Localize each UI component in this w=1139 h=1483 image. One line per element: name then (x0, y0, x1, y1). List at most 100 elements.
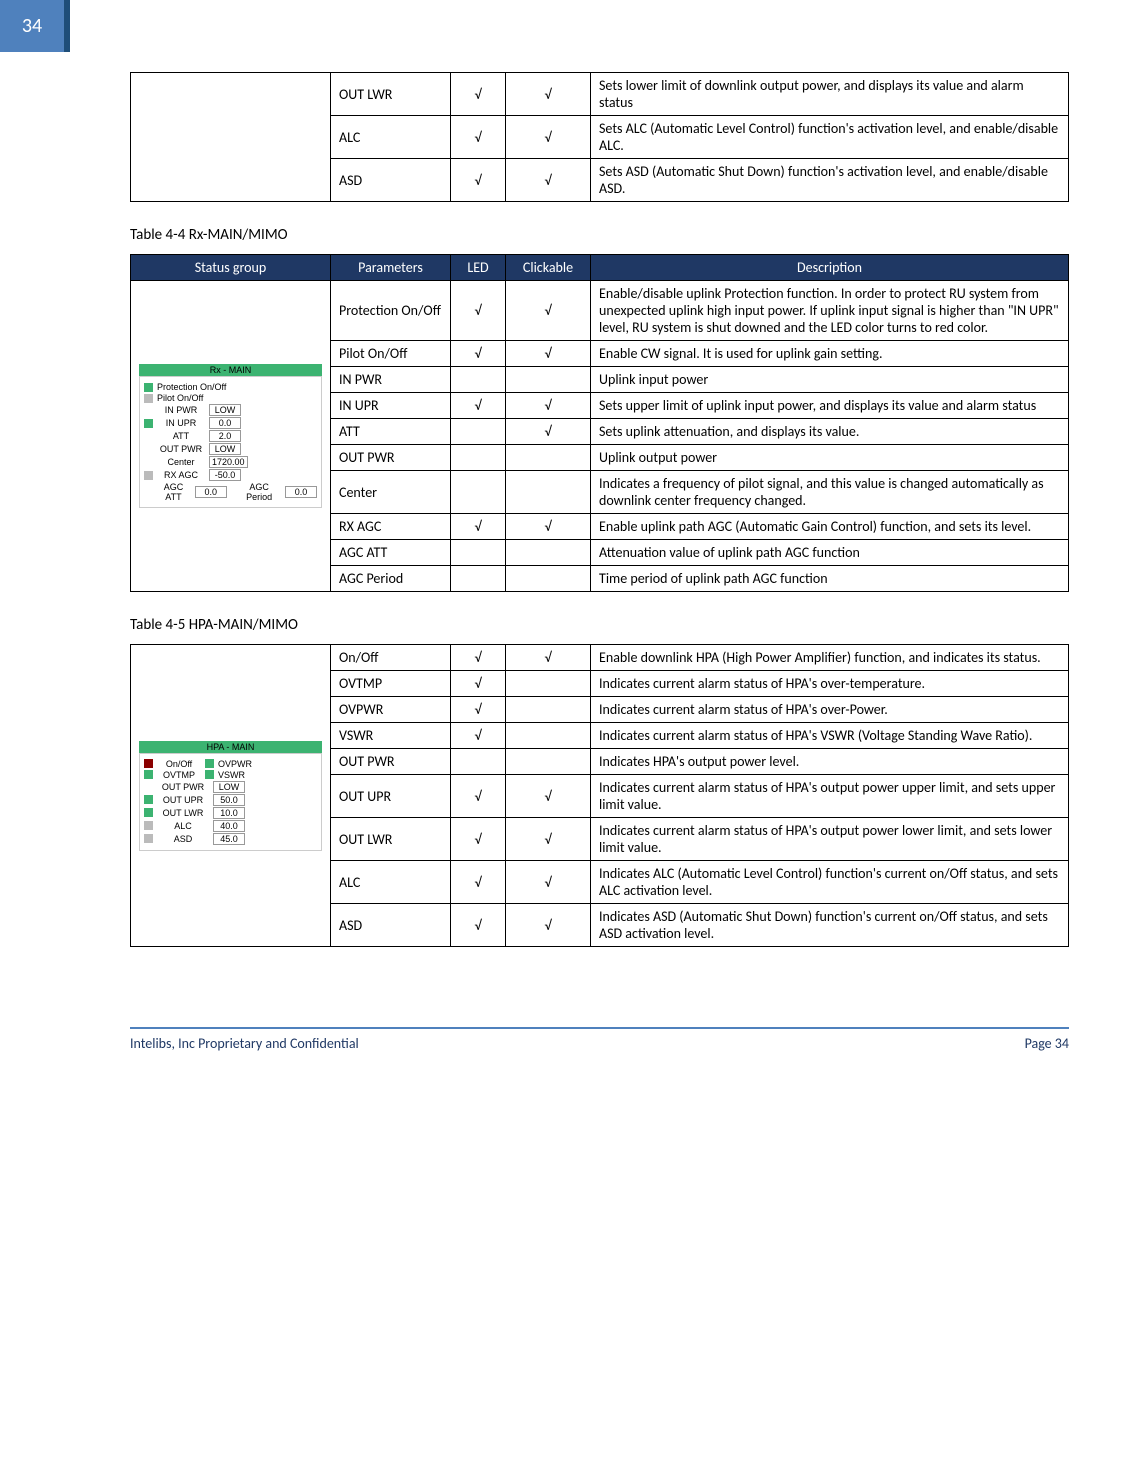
click-cell: √ (506, 514, 591, 540)
led-cell: √ (451, 116, 506, 159)
click-cell (506, 471, 591, 514)
widget-label: RX AGC (157, 470, 205, 480)
desc-cell: Enable CW signal. It is used for uplink … (591, 341, 1069, 367)
param-cell: VSWR (331, 723, 451, 749)
param-cell: OUT LWR (331, 73, 451, 116)
widget-value: 1720.00 (209, 456, 248, 468)
page-number-badge: 34 (0, 0, 70, 52)
led-cell (451, 445, 506, 471)
param-cell: ASD (331, 904, 451, 947)
widget-value: LOW (209, 443, 241, 455)
desc-cell: Indicates current alarm status of HPA's … (591, 775, 1069, 818)
desc-cell: Time period of uplink path AGC function (591, 566, 1069, 592)
desc-cell: Uplink output power (591, 445, 1069, 471)
led-icon (144, 795, 153, 804)
hpa-widget: HPA - MAINOn/OffOVPWROVTMPVSWROUT PWRLOW… (139, 741, 322, 851)
led-icon (144, 383, 153, 392)
led-icon (144, 419, 153, 428)
led-cell (451, 566, 506, 592)
param-cell: OUT PWR (331, 749, 451, 775)
widget-title: Rx - MAIN (139, 364, 322, 376)
widget-label: OUT UPR (157, 795, 209, 805)
param-cell: OUT PWR (331, 445, 451, 471)
led-icon (144, 471, 153, 480)
led-cell: √ (451, 73, 506, 116)
click-cell (506, 445, 591, 471)
table-caption-rx: Table 4-4 Rx-MAIN/MIMO (130, 226, 1069, 244)
widget-value: 45.0 (213, 833, 245, 845)
click-cell: √ (506, 904, 591, 947)
widget-label: Protection On/Off (157, 382, 226, 392)
widget-label: AGC ATT (156, 482, 191, 502)
desc-cell: Indicates ASD (Automatic Shut Down) func… (591, 904, 1069, 947)
widget-label: AGC Period (237, 482, 281, 502)
click-cell (506, 540, 591, 566)
widget-label: OUT LWR (157, 808, 209, 818)
widget-value: LOW (213, 781, 245, 793)
desc-cell: Attenuation value of uplink path AGC fun… (591, 540, 1069, 566)
click-cell: √ (506, 861, 591, 904)
led-cell: √ (451, 861, 506, 904)
led-cell (451, 540, 506, 566)
desc-cell: Uplink input power (591, 367, 1069, 393)
param-cell: RX AGC (331, 514, 451, 540)
widget-label: IN PWR (157, 405, 205, 415)
led-cell: √ (451, 904, 506, 947)
widget-value: -50.0 (209, 469, 241, 481)
param-cell: OVTMP (331, 671, 451, 697)
param-cell: ALC (331, 116, 451, 159)
led-cell: √ (451, 671, 506, 697)
desc-cell: Sets upper limit of uplink input power, … (591, 393, 1069, 419)
desc-cell: Indicates current alarm status of HPA's … (591, 818, 1069, 861)
widget-label: VSWR (218, 770, 245, 780)
led-cell (451, 471, 506, 514)
th-status: Status group (131, 255, 331, 281)
led-icon (205, 770, 214, 779)
page-footer: Intelibs, Inc Proprietary and Confidenti… (130, 1027, 1069, 1052)
led-icon (144, 770, 153, 779)
led-cell: √ (451, 697, 506, 723)
click-cell: √ (506, 818, 591, 861)
footer-left: Intelibs, Inc Proprietary and Confidenti… (130, 1035, 359, 1052)
widget-label: OVTMP (157, 770, 201, 780)
param-cell: On/Off (331, 645, 451, 671)
status-group-cell: HPA - MAINOn/OffOVPWROVTMPVSWROUT PWRLOW… (131, 645, 331, 947)
desc-cell: Indicates current alarm status of HPA's … (591, 723, 1069, 749)
widget-value: 10.0 (213, 807, 245, 819)
widget-value: 0.0 (195, 486, 227, 498)
param-cell: IN PWR (331, 367, 451, 393)
param-cell: ALC (331, 861, 451, 904)
desc-cell: Sets uplink attenuation, and displays it… (591, 419, 1069, 445)
desc-cell: Sets ASD (Automatic Shut Down) function'… (591, 159, 1069, 202)
rx-table: Status group Parameters LED Clickable De… (130, 254, 1069, 592)
param-cell: Protection On/Off (331, 281, 451, 341)
click-cell: √ (506, 116, 591, 159)
widget-label: ASD (157, 834, 209, 844)
desc-cell: Indicates a frequency of pilot signal, a… (591, 471, 1069, 514)
led-cell: √ (451, 341, 506, 367)
desc-cell: Indicates current alarm status of HPA's … (591, 671, 1069, 697)
table-row: OUT LWR√√Sets lower limit of downlink ou… (131, 73, 1069, 116)
param-cell: ASD (331, 159, 451, 202)
param-cell: OUT LWR (331, 818, 451, 861)
led-cell: √ (451, 281, 506, 341)
widget-label: OVPWR (218, 759, 252, 769)
click-cell (506, 697, 591, 723)
widget-value: 2.0 (209, 430, 241, 442)
click-cell: √ (506, 281, 591, 341)
led-cell (451, 749, 506, 775)
widget-label: Pilot On/Off (157, 393, 203, 403)
led-cell: √ (451, 514, 506, 540)
param-cell: IN UPR (331, 393, 451, 419)
table-row: HPA - MAINOn/OffOVPWROVTMPVSWROUT PWRLOW… (131, 645, 1069, 671)
param-cell: Pilot On/Off (331, 341, 451, 367)
click-cell: √ (506, 341, 591, 367)
desc-cell: Enable downlink HPA (High Power Amplifie… (591, 645, 1069, 671)
click-cell (506, 749, 591, 775)
widget-value: 0.0 (285, 486, 317, 498)
param-cell: AGC Period (331, 566, 451, 592)
status-group-cell (131, 73, 331, 202)
led-cell: √ (451, 393, 506, 419)
led-icon (205, 759, 214, 768)
led-icon (144, 759, 153, 768)
